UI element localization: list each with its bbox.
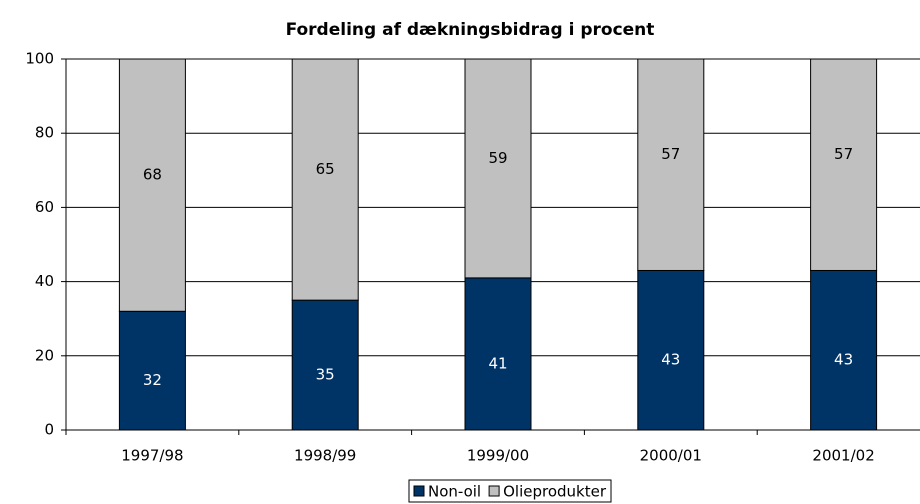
data-label: 57 xyxy=(661,145,680,163)
data-label: 35 xyxy=(316,366,335,384)
legend-label: Olieprodukter xyxy=(503,483,607,501)
y-tick-label: 80 xyxy=(35,124,54,142)
legend-swatch xyxy=(413,485,425,497)
data-label: 32 xyxy=(143,371,162,389)
x-tick-label: 1999/00 xyxy=(467,447,529,465)
data-label: 65 xyxy=(316,160,335,178)
x-tick-label: 2000/01 xyxy=(640,447,702,465)
y-tick-label: 60 xyxy=(35,198,54,216)
legend-box xyxy=(408,479,612,503)
bar-segment xyxy=(637,269,705,431)
y-tick-label: 20 xyxy=(35,346,54,364)
bar-segment xyxy=(291,299,359,431)
bar-segment xyxy=(810,58,878,271)
x-tick-label: 2001/02 xyxy=(812,447,874,465)
data-label: 43 xyxy=(834,351,853,369)
chart-title: Fordeling af dækningsbidrag i procent xyxy=(286,20,655,40)
bar-segment xyxy=(464,277,532,431)
bar-segment xyxy=(118,58,186,312)
bar-segment xyxy=(118,310,186,431)
legend-label: Non-oil xyxy=(428,483,481,501)
bar-segment xyxy=(464,58,532,279)
data-label: 59 xyxy=(488,149,507,167)
data-label: 43 xyxy=(661,351,680,369)
bar-segment xyxy=(810,269,878,431)
y-tick-label: 0 xyxy=(44,421,54,439)
legend-swatch xyxy=(488,485,500,497)
data-label: 41 xyxy=(488,354,507,372)
bar-segment xyxy=(291,58,359,301)
y-tick-label: 100 xyxy=(25,50,54,68)
x-tick-label: 1998/99 xyxy=(294,447,356,465)
y-tick-label: 40 xyxy=(35,272,54,290)
data-label: 57 xyxy=(834,145,853,163)
x-tick-label: 1997/98 xyxy=(121,447,183,465)
data-label: 68 xyxy=(143,166,162,184)
bar-segment xyxy=(637,58,705,271)
